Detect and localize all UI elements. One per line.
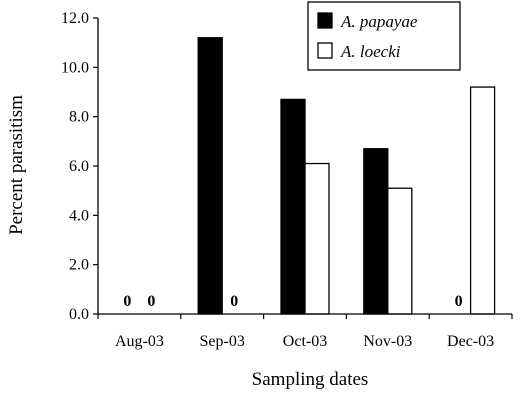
bar-aloecki — [387, 187, 413, 315]
legend-label: A. loecki — [340, 42, 401, 61]
x-tick-label: Nov-03 — [363, 333, 412, 350]
zero-value-label: 0 — [123, 293, 131, 310]
x-tick-label: Oct-03 — [283, 333, 327, 350]
legend-swatch — [317, 42, 333, 59]
zero-value-label: 0 — [455, 293, 463, 310]
axes: 0.0 2.0 4.0 6.0 8.0 10.0 12.0 Aug-03 Sep-03 Oct-0… — [61, 10, 513, 350]
zero-value-label: 0 — [230, 293, 238, 310]
y-tick-label: 4.0 — [69, 207, 89, 224]
y-tick-label: 12.0 — [61, 10, 89, 27]
legend-label: A. papayae — [340, 12, 418, 31]
x-tick-label: Aug-03 — [115, 333, 164, 350]
y-tick-label: 6.0 — [69, 158, 89, 175]
bar-aloecki — [304, 162, 330, 315]
legend-swatch — [317, 12, 333, 29]
y-tick-label: 8.0 — [69, 109, 89, 126]
y-tick-label: 10.0 — [61, 59, 89, 76]
bar-aloecki — [469, 86, 496, 315]
y-axis-title: Percent parasitism — [6, 95, 27, 235]
x-tick-label: Sep-03 — [200, 333, 245, 350]
legend: A. papayae A. loecki — [307, 1, 461, 71]
legend-box — [307, 1, 461, 71]
y-tick-label: 0.0 — [69, 306, 89, 323]
x-tick-label: Dec-03 — [447, 333, 494, 350]
y-tick-label: 2.0 — [69, 257, 89, 274]
zero-value-label: 0 — [147, 293, 155, 310]
bar-apapayae — [197, 37, 223, 315]
bar-apapayae — [280, 98, 306, 315]
x-axis-title: Sampling dates — [252, 369, 369, 390]
bar-apapayae — [363, 148, 389, 315]
